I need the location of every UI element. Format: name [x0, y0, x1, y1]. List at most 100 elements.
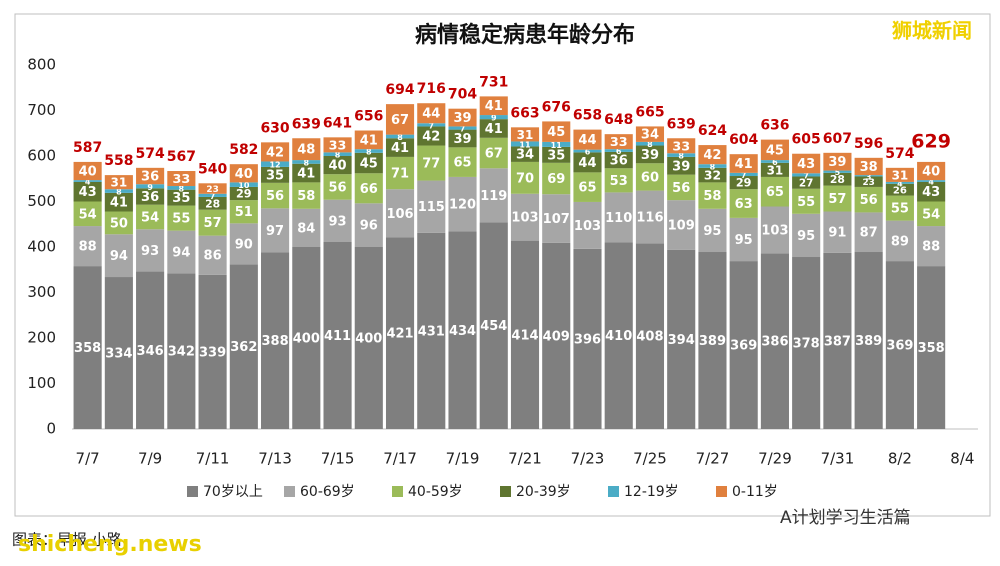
segment-label: 63 [735, 197, 753, 212]
legend-swatch [500, 486, 511, 497]
bar-segment [385, 134, 415, 139]
segment-label: 26 [893, 186, 907, 197]
bar-segment [323, 241, 352, 429]
bar-segment [729, 217, 758, 262]
segment-label: 369 [886, 339, 913, 354]
bar-segment [229, 200, 258, 224]
segment-label: 414 [511, 328, 538, 343]
segment-label: 39 [453, 111, 471, 126]
total-label: 648 [604, 112, 633, 128]
segment-label: 103 [511, 211, 538, 226]
bar-segment [136, 167, 165, 185]
bar-segment [573, 152, 602, 173]
bar-segment [479, 222, 508, 429]
segment-label: 9 [147, 183, 153, 192]
bar-segment [729, 261, 758, 429]
bar-segment [198, 209, 227, 236]
segment-label: 36 [141, 190, 159, 205]
bar-segment [136, 188, 165, 205]
bar-segment [385, 138, 415, 157]
segment-label: 120 [449, 198, 476, 213]
segment-label: 36 [610, 154, 628, 169]
bar-segment [261, 182, 290, 209]
segment-label: 334 [105, 347, 132, 362]
bar-segment [854, 252, 883, 429]
bar-segment [635, 126, 665, 142]
segment-label: 394 [668, 333, 695, 348]
bar-segment [698, 182, 727, 209]
legend-label: 20-39岁 [516, 484, 571, 500]
bar-segment [198, 183, 227, 194]
bar-segment [417, 145, 446, 181]
total-label: 567 [167, 149, 196, 165]
bar-segment [261, 252, 290, 429]
bar-segment [73, 201, 102, 227]
total-label: 665 [635, 104, 664, 120]
bar-segment [479, 119, 508, 138]
bar-segment [792, 257, 821, 429]
x-tick-label: 7/7 [76, 450, 100, 468]
segment-label: 28 [830, 173, 845, 186]
bar-segment [542, 121, 571, 142]
segment-label: 434 [449, 324, 476, 339]
segment-label: 95 [735, 233, 753, 248]
bar-segment [167, 186, 196, 190]
segment-label: 50 [110, 216, 128, 231]
segment-label: 33 [329, 138, 347, 153]
bar-segment [760, 253, 789, 429]
segment-label: 41 [485, 122, 503, 137]
bar-segment [354, 149, 383, 153]
segment-label: 56 [860, 193, 878, 208]
bar-segment [229, 182, 258, 187]
segment-label: 41 [735, 157, 753, 172]
bar-segment [542, 141, 571, 147]
segment-label: 40 [329, 159, 347, 174]
segment-label: 369 [730, 339, 757, 354]
total-label: 636 [760, 118, 789, 134]
segment-label: 34 [641, 128, 659, 143]
legend-label: 12-19岁 [624, 484, 679, 500]
x-tick-label: 7/13 [258, 450, 292, 468]
segment-label: 31 [517, 128, 534, 142]
segment-label: 56 [329, 180, 347, 195]
segment-label: 40 [79, 165, 97, 180]
segment-label: 6 [772, 158, 778, 167]
y-tick-label: 700 [27, 101, 56, 119]
bar-segment [136, 229, 165, 272]
bar-segment [854, 212, 883, 253]
bar-segment [917, 181, 946, 202]
segment-label: 45 [360, 157, 378, 172]
bar-segment [354, 152, 383, 174]
x-tick-label: 7/25 [633, 450, 667, 468]
bar-segment [385, 104, 415, 135]
x-tick-label: 7/23 [571, 450, 605, 468]
segment-label: 386 [761, 335, 788, 350]
segment-label: 84 [297, 221, 315, 236]
segment-label: 346 [137, 344, 164, 359]
segment-label: 54 [922, 207, 940, 222]
bar-segment [635, 163, 665, 191]
segment-label: 396 [574, 332, 601, 347]
total-label: 639 [292, 116, 321, 132]
segment-label: 41 [360, 133, 378, 148]
segment-label: 12 [269, 161, 280, 170]
bar-segment [354, 203, 383, 247]
bar-segment [542, 242, 571, 429]
bar-segment [479, 168, 508, 223]
segment-label: 10 [238, 181, 250, 190]
segment-label: 39 [453, 132, 471, 147]
bar-segment [885, 220, 914, 262]
segment-label: 55 [172, 212, 190, 227]
bar-segment [542, 194, 571, 243]
bar-segment [104, 189, 133, 193]
bar-segment [510, 141, 540, 147]
segment-label: 408 [636, 330, 663, 345]
segment-label: 41 [297, 167, 315, 182]
segment-label: 65 [453, 156, 471, 171]
segment-label: 41 [485, 99, 503, 114]
segment-label: 389 [699, 334, 726, 349]
segment-label: 110 [605, 211, 632, 226]
segment-label: 42 [266, 145, 284, 160]
total-label: 605 [792, 132, 821, 148]
bar-segment [854, 176, 883, 187]
